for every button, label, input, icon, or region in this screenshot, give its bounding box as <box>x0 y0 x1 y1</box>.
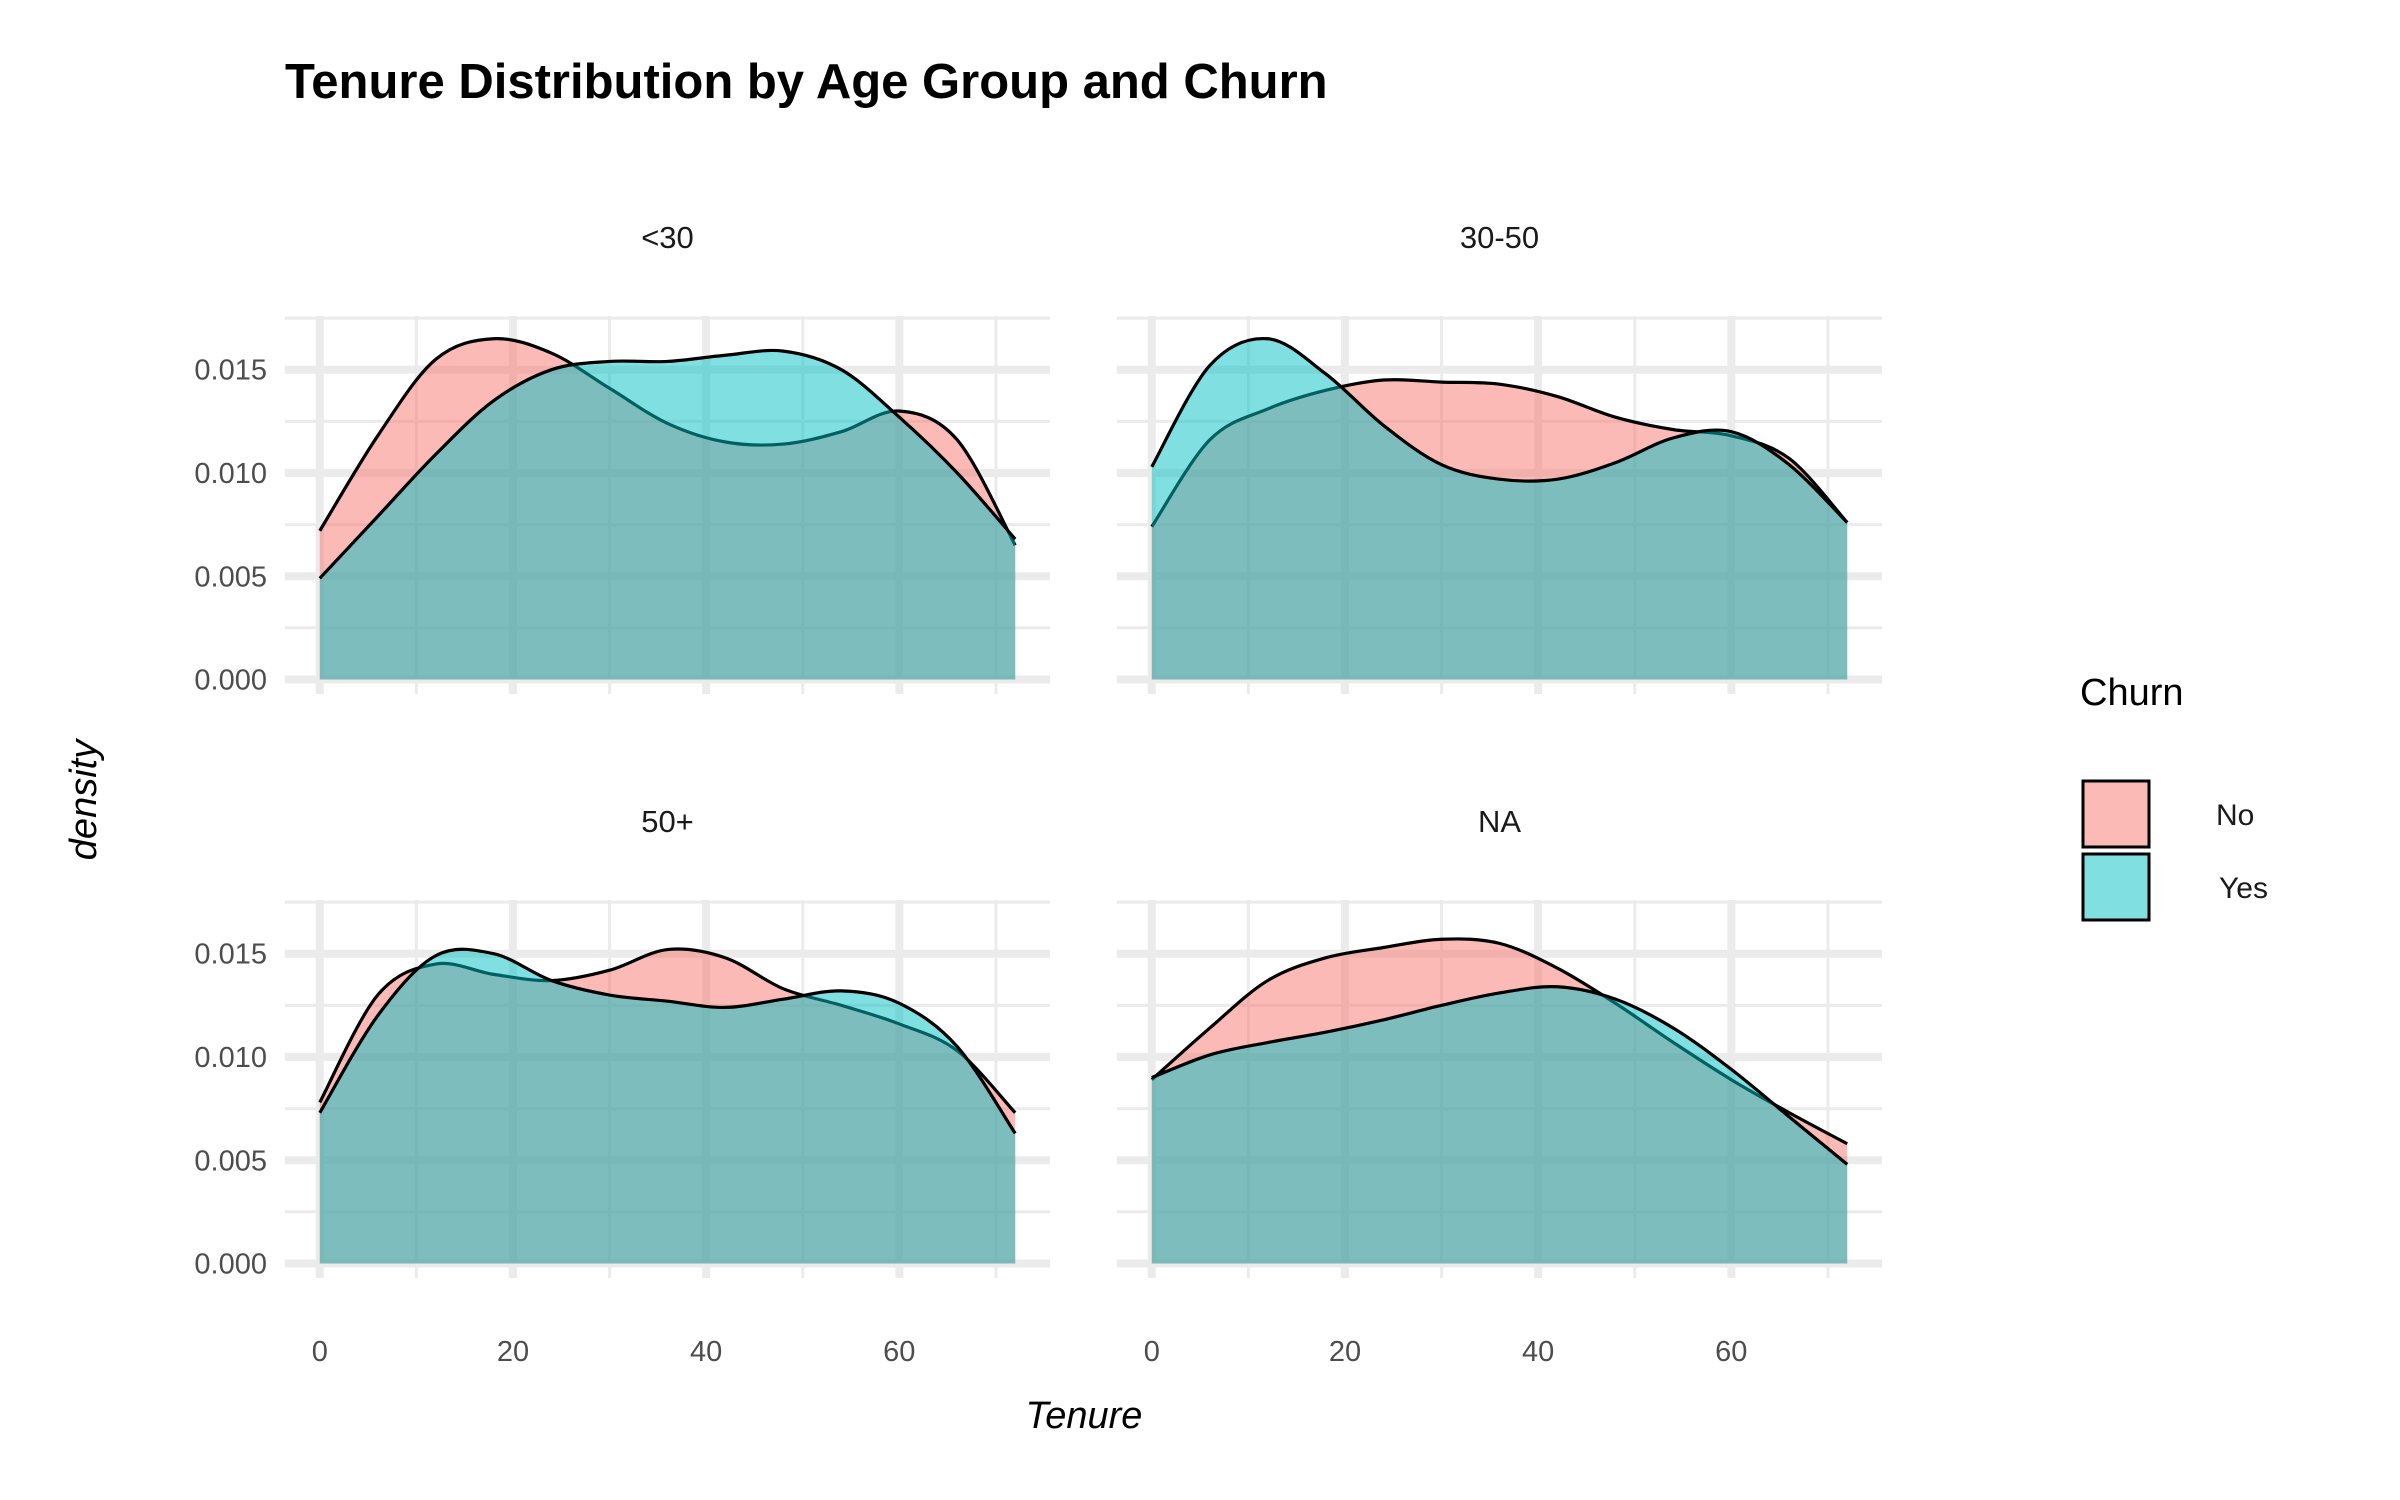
facet-panels: <30 0.000 0.005 0.010 0.015 30-50 50+ 0.000 0.00… <box>194 220 1882 1368</box>
x-tick-label: 20 <box>1329 1336 1361 1368</box>
facet-panel: 50+ 0.000 0.005 0.010 0.015 0 20 40 60 <box>194 804 1050 1368</box>
chart-title: Tenure Distribution by Age Group and Chu… <box>285 55 1328 109</box>
y-tick-label: 0.015 <box>194 355 267 387</box>
x-tick-label: 40 <box>690 1336 722 1368</box>
x-tick-label: 0 <box>1144 1336 1160 1368</box>
y-tick-label: 0.005 <box>194 1145 267 1177</box>
x-tick-label: 40 <box>1522 1336 1554 1368</box>
y-tick-label: 0.015 <box>194 939 267 971</box>
density-area-yes <box>319 949 1016 1264</box>
x-tick-label: 60 <box>1715 1336 1747 1368</box>
density-line-yes <box>318 947 1017 1135</box>
legend-title: Churn <box>2080 672 2184 714</box>
x-tick-label: 60 <box>883 1336 915 1368</box>
facet-label: 30-50 <box>1460 220 1539 255</box>
legend: Churn No Yes <box>2080 672 2268 922</box>
density-line-yes <box>1151 984 1849 1166</box>
facet-panel: 30-50 <box>1117 220 1882 694</box>
y-tick-label: 0.000 <box>194 1249 267 1281</box>
y-axis-title: density <box>63 738 105 860</box>
legend-label-yes: Yes <box>2219 872 2268 905</box>
legend-key-no <box>2081 779 2151 849</box>
x-tick-label: 20 <box>497 1336 529 1368</box>
legend-key-yes <box>2081 852 2151 922</box>
density-line-yes <box>1150 336 1849 524</box>
facet-panel: <30 0.000 0.005 0.010 0.015 <box>194 220 1050 697</box>
y-tick-label: 0.010 <box>194 1042 267 1074</box>
y-tick-label: 0.000 <box>194 665 267 697</box>
facet-panel: NA 0 20 40 60 <box>1117 804 1882 1368</box>
x-tick-label: 0 <box>312 1336 328 1368</box>
y-tick-label: 0.005 <box>194 561 267 593</box>
legend-label-no: No <box>2216 799 2254 832</box>
x-axis-title: Tenure <box>1026 1395 1143 1437</box>
facet-label: NA <box>1478 804 1521 839</box>
density-area-yes <box>1151 338 1848 680</box>
y-tick-label: 0.010 <box>194 458 267 490</box>
facet-label: <30 <box>641 220 694 255</box>
density-area-yes <box>319 350 1016 680</box>
density-line-yes <box>318 348 1017 580</box>
density-area-yes <box>1151 986 1848 1264</box>
facet-label: 50+ <box>641 804 694 839</box>
